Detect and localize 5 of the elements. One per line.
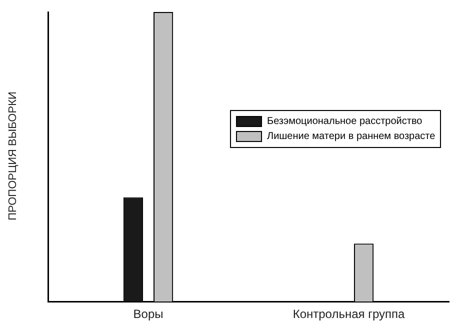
legend-label: Лишение матери в раннем возрасте — [267, 130, 436, 144]
x-tick-label: Контрольная группа — [292, 307, 405, 322]
legend-label: Безэмоциональное расстройство — [267, 115, 422, 129]
y-axis-title: ПРОПОРЦИЯ ВЫБОРКИ — [7, 90, 19, 222]
x-tick-label: Воры — [133, 307, 164, 322]
